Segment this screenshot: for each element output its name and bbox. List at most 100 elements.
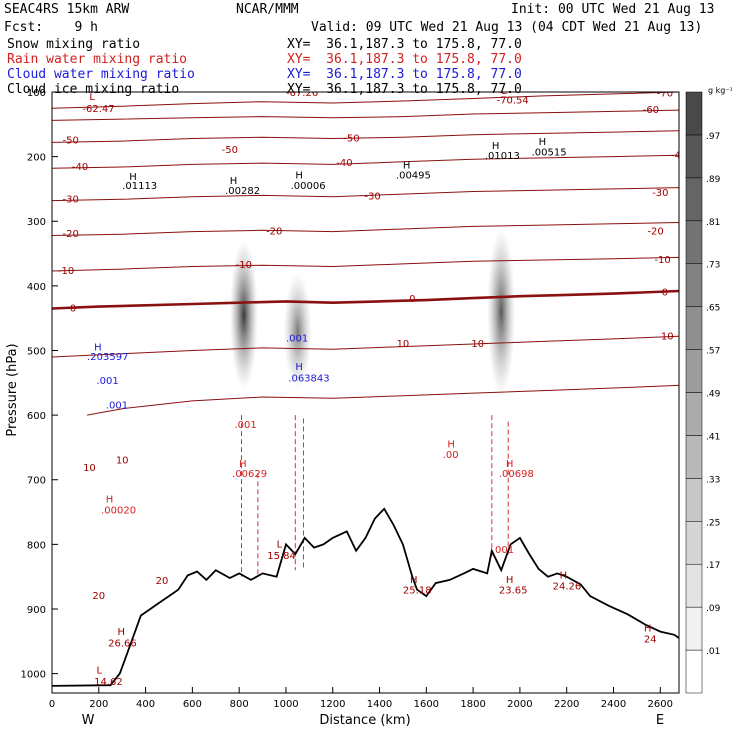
x-axis-end-east: E [656, 713, 664, 728]
isotherm-label: -20 [266, 227, 282, 238]
isotherm-line [52, 335, 679, 358]
isotherm-line [52, 289, 679, 310]
isotherm-label: 20 [156, 576, 169, 587]
isotherm-label: -40 [671, 150, 687, 161]
colorbar-label: .25 [706, 518, 720, 528]
isotherm-label: -40 [336, 158, 352, 169]
isotherm-label: 20 [92, 591, 105, 602]
isotherm-label: 10 [661, 331, 674, 342]
init-time: Init: 00 UTC Wed 21 Aug 13 [511, 2, 715, 17]
contour-annotation: .00629 [232, 469, 267, 480]
isotherm-label: -50 [343, 134, 359, 145]
contour-annotation: H [239, 459, 247, 470]
contour-annotation: H [447, 439, 455, 450]
field-xy-snow: XY= 36.1,187.3 to 175.8, 77.0 [287, 37, 522, 52]
isotherm-line [52, 130, 679, 143]
contour-annotation: 24.26 [553, 582, 582, 593]
colorbar-unit: g kg⁻¹ [708, 86, 733, 95]
isotherm-label: 0 [662, 287, 668, 298]
contour-annotation: .00 [443, 450, 459, 461]
contour-annotation: H [230, 176, 238, 187]
y-tick-label: 700 [27, 476, 46, 487]
isotherm-label: -20 [63, 229, 79, 240]
contour-annotation: L [89, 92, 95, 103]
isotherm-label: -50 [222, 145, 238, 156]
contour-annotation: -67.26 [286, 88, 318, 99]
isotherm-label: -40 [72, 162, 88, 173]
colorbar-label: .97 [706, 132, 720, 142]
colorbar-swatch [685, 349, 703, 393]
contour-annotation: .063843 [288, 374, 329, 385]
contour-annotation: H [410, 575, 418, 586]
contour-annotation: H [118, 627, 126, 638]
contour-annotation: .001 [492, 545, 514, 556]
y-tick-label: 400 [27, 282, 46, 293]
x-tick-label: 1800 [460, 699, 485, 710]
isotherm-label: -10 [58, 266, 74, 277]
mixing-ratio-shading [487, 227, 516, 396]
contour-annotation: H [129, 172, 137, 183]
contour-annotation: H [403, 160, 411, 171]
y-axis-label: Pressure (hPa) [5, 343, 20, 436]
contour-annotation: .01113 [122, 181, 157, 192]
field-name-cloud-water: Cloud water mixing ratio [7, 67, 195, 82]
colorbar-swatch [685, 392, 703, 436]
x-tick-label: 800 [230, 699, 249, 710]
isotherm-label: -10 [236, 260, 252, 271]
colorbar-label: .89 [706, 175, 721, 185]
colorbar-swatch [685, 435, 703, 479]
isotherm-label: -10 [654, 255, 670, 266]
isotherm-line [87, 384, 679, 416]
isotherm-line [52, 256, 679, 272]
contour-annotation: 25.18 [403, 585, 432, 596]
contour-annotation: L [501, 86, 507, 97]
isotherm-label: -20 [647, 227, 663, 238]
colorbar-swatch [685, 606, 703, 651]
colorbar-swatch [685, 134, 703, 179]
field-xy-rain: XY= 36.1,187.3 to 175.8, 77.0 [287, 52, 522, 67]
contour-annotation: -70.54 [497, 96, 529, 107]
x-tick-label: 2200 [554, 699, 579, 710]
colorbar-label: .73 [706, 261, 720, 271]
field-xy-cloud-ice: XY= 36.1,187.3 to 175.8, 77.0 [287, 82, 522, 97]
contour-annotation: .00515 [532, 147, 567, 158]
x-tick-label: 1000 [273, 699, 298, 710]
forecast-hour: Fcst: 9 h [4, 20, 98, 35]
isotherm-line [52, 92, 679, 109]
contour-annotation: H [506, 459, 514, 470]
contour-annotation: H [295, 171, 303, 182]
isotherm-label: -60 [643, 105, 659, 116]
contour-annotation: L [96, 666, 102, 677]
contour-annotation: -62.47 [82, 104, 114, 115]
colorbar-swatch [685, 220, 703, 264]
field-name-snow: Snow mixing ratio [7, 37, 141, 52]
isotherm-label: -30 [652, 188, 668, 199]
colorbar-swatch [685, 306, 703, 350]
x-tick-label: 0 [49, 699, 55, 710]
isotherm-label: 10 [83, 463, 96, 474]
colorbar-swatch [685, 563, 703, 608]
contour-annotation: H [539, 137, 547, 148]
x-tick-label: 2600 [648, 699, 673, 710]
isotherm-label: -30 [364, 192, 380, 203]
isotherm-label: 10 [397, 339, 410, 350]
contour-annotation: .001 [286, 333, 308, 344]
contour-annotation: H [492, 141, 500, 152]
isotherm-label: 0 [70, 303, 76, 314]
field-name-cloud-ice: Cloud ice mixing ratio [7, 82, 180, 97]
contour-annotation: 23.65 [499, 585, 528, 596]
valid-time: Valid: 09 UTC Wed 21 Aug 13 (04 CDT Wed … [311, 20, 703, 35]
y-tick-label: 900 [27, 605, 46, 616]
contour-annotation: .001 [234, 420, 256, 431]
isotherm-label: -70 [657, 88, 673, 99]
x-tick-label: 2400 [601, 699, 626, 710]
contour-annotation: .00006 [291, 181, 326, 192]
y-tick-label: 1000 [21, 670, 46, 681]
contour-annotation: .00698 [499, 469, 534, 480]
x-tick-label: 1600 [414, 699, 439, 710]
contour-annotation: .001 [106, 401, 128, 412]
x-tick-label: 2000 [507, 699, 532, 710]
contour-annotation: H [94, 342, 102, 353]
contour-annotation: 24 [644, 635, 657, 646]
